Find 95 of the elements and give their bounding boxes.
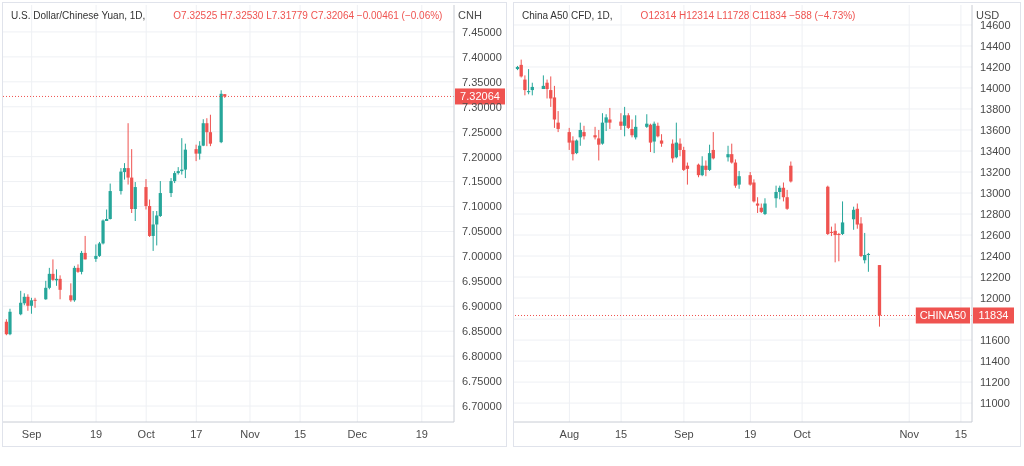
y-tick-label: 7.25000 (462, 125, 502, 138)
y-tick-label: 12000 (980, 291, 1011, 304)
candlestick (47, 267, 51, 290)
candlestick (8, 308, 12, 336)
candlestick (33, 297, 37, 309)
y-tick-label: 11000 (980, 397, 1010, 409)
candlestick (133, 181, 137, 222)
y-tick-label: 7.10000 (462, 200, 502, 213)
ref-line-label: CHINA50 (919, 309, 967, 322)
y-axis-title: USD (976, 9, 1001, 21)
y-tick-label: 6.80000 (462, 350, 502, 363)
candlestick (76, 263, 80, 274)
x-tick-label: 15 (954, 427, 968, 440)
candlestick (26, 293, 30, 312)
y-tick-label: 12200 (980, 270, 1011, 283)
x-tick-label: 17 (190, 427, 203, 440)
x-tick-label: Nov (899, 427, 920, 440)
candlestick (208, 114, 213, 147)
y-tick-label: 11400 (980, 354, 1010, 367)
y-tick-label: 13400 (980, 144, 1011, 157)
candlestick (582, 125, 586, 140)
candlestick (151, 210, 155, 252)
candlestick (79, 250, 84, 275)
candlestick (730, 143, 734, 165)
y-tick-label: 7.00000 (462, 250, 502, 263)
candlestick (726, 145, 730, 163)
candlestick (608, 107, 612, 130)
y-tick-label: 14600 (980, 18, 1011, 31)
candlestick (840, 200, 845, 236)
candlestick (774, 185, 778, 209)
candlestick (205, 117, 209, 147)
y-tick-label: 7.05000 (462, 225, 502, 238)
x-tick-label: 15 (293, 427, 307, 440)
x-tick-label: 15 (614, 427, 628, 440)
candlestick (194, 144, 198, 162)
y-tick-label: 7.30000 (462, 100, 502, 113)
candlestick (866, 252, 871, 273)
candlestick (733, 158, 738, 189)
y-tick-label: 6.90000 (462, 300, 502, 313)
text: 7.32064 (460, 90, 500, 103)
y-tick-label: 6.75000 (462, 375, 502, 387)
candlestick (704, 159, 708, 177)
x-tick-label: Oct (137, 427, 155, 440)
x-tick-label: 19 (415, 427, 428, 440)
y-tick-label: 13600 (980, 123, 1011, 136)
y-tick-label: 6.85000 (462, 325, 502, 338)
candlestick (119, 167, 123, 196)
candlestick (652, 121, 656, 154)
y-tick-label: 12600 (980, 228, 1011, 241)
text: China A50 CFD, 1D, (522, 10, 613, 21)
y-tick-label: 7.40000 (462, 50, 502, 63)
candlestick (737, 170, 741, 190)
text: O12314 H12314 L11728 C11834 −588 (−4.73%) (640, 10, 856, 21)
y-tick-label: 14400 (980, 39, 1011, 52)
candlestick (58, 274, 62, 300)
candlestick (69, 282, 73, 303)
x-tick-label: Oct (793, 427, 811, 440)
candlestick (51, 258, 55, 282)
y-tick-label: 7.20000 (462, 150, 502, 163)
candlestick (648, 123, 653, 153)
candlestick (183, 143, 187, 179)
y-tick-label: 11200 (980, 375, 1010, 388)
x-tick-label: 19 (744, 427, 757, 440)
x-tick-label: Nov (240, 427, 261, 440)
y-tick-label: 14200 (980, 60, 1011, 73)
candlestick (630, 118, 634, 138)
y-tick-label: 12400 (980, 249, 1011, 262)
candlestick (707, 144, 712, 172)
y-tick-label: 12800 (980, 207, 1011, 220)
x-tick-label: Aug (559, 427, 580, 440)
y-tick-label: 6.70000 (462, 399, 502, 412)
y-tick-label: 7.35000 (462, 75, 502, 88)
x-tick-label: Dec (347, 427, 368, 440)
x-tick-label: Sep (674, 427, 694, 440)
text: U.S. Dollar/Chinese Yuan, 1D, (11, 10, 146, 21)
y-tick-label: 11600 (980, 333, 1010, 346)
candlestick (201, 118, 205, 147)
y-tick-label: 7.15000 (462, 175, 502, 188)
y-axis-title: CNH (458, 9, 483, 21)
x-tick-label: 19 (89, 427, 103, 440)
candlestick (833, 222, 837, 263)
y-tick-label: 6.95000 (462, 275, 502, 288)
candlestick (597, 129, 601, 161)
y-tick-label: 13200 (980, 165, 1011, 178)
candlestick (198, 140, 202, 161)
candlestick (837, 232, 841, 262)
annotation: 11834 (978, 309, 1009, 322)
y-tick-label: 13800 (980, 102, 1011, 115)
candlestick (619, 112, 623, 131)
text: O7.32525 H7.32530 L7.31779 C7.32064 −0.00461 (−0.06%) (173, 10, 443, 21)
y-tick-label: 13000 (980, 186, 1011, 199)
y-tick-label: 14000 (980, 81, 1011, 94)
y-tick-label: 7.45000 (462, 25, 502, 38)
x-tick-label: Sep (21, 427, 42, 440)
candlestick (552, 85, 557, 129)
